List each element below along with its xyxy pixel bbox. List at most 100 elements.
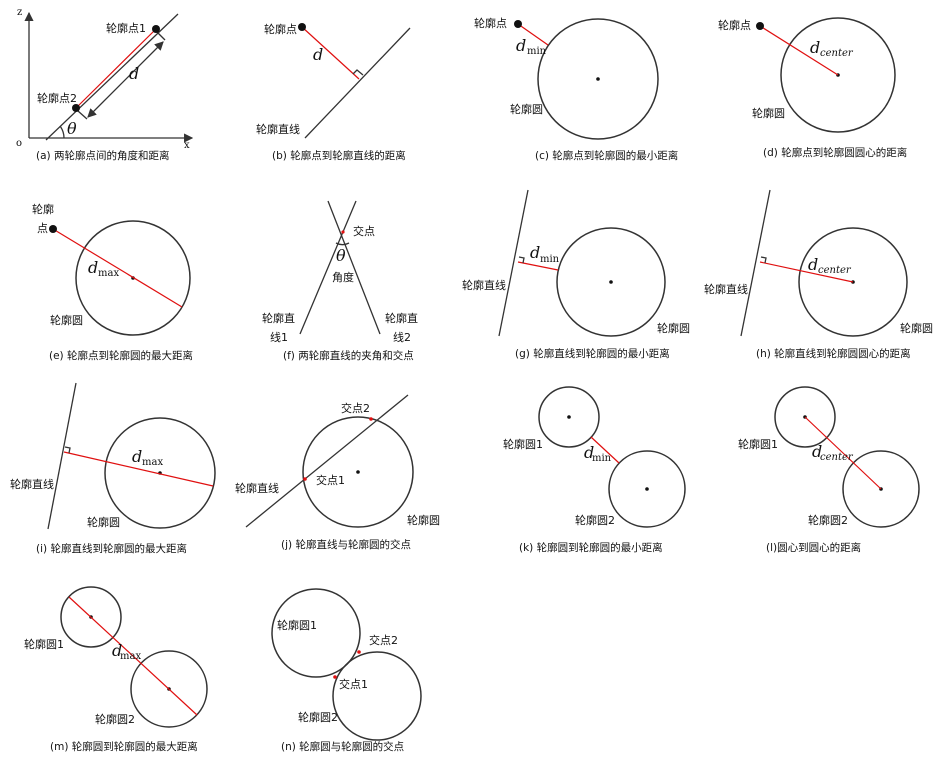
- distance-segment: [301, 26, 360, 80]
- right-angle-mark: [352, 69, 364, 76]
- contour-point: [298, 23, 306, 31]
- caption-i: (i) 轮廓直线到轮廓圆的最大距离: [36, 542, 187, 555]
- line-label: 轮廓直线: [462, 278, 506, 292]
- circle-center: [609, 280, 613, 284]
- angle-symbol: θ: [336, 246, 346, 265]
- contour-circle-2: [130, 650, 208, 728]
- contour-circle: [556, 227, 666, 337]
- circle-label: 轮廓圆: [510, 102, 543, 116]
- contour-circle-2: [608, 450, 686, 528]
- d-subscript: max: [142, 457, 163, 468]
- circle-label: 轮廓圆: [900, 321, 933, 335]
- panel-n: 轮廓圆1 轮廓圆2 交点1 交点2 (n) 轮廓圆与轮廓圆的交点: [271, 588, 422, 753]
- axis-x-label: x: [184, 140, 190, 151]
- min-distance-segment: [590, 436, 620, 464]
- intersection1-label: 交点1: [339, 677, 368, 691]
- point-label: 轮廓点: [264, 22, 297, 36]
- panel-a: z x o 轮廓点1 轮廓点2 d θ (a) 两轮廓点间的角度和距离: [16, 7, 194, 162]
- panel-d: 轮廓点 轮廓圆 d center (d) 轮廓点到轮廓圆圆心的距离: [718, 17, 907, 159]
- circle1-label: 轮廓圆1: [503, 437, 543, 451]
- d-subscript: min: [540, 254, 560, 265]
- circle2-label: 轮廓圆2: [95, 712, 135, 726]
- d-label: d: [810, 38, 820, 57]
- d-subscript: min: [527, 46, 547, 57]
- contour-point-1: [152, 25, 160, 33]
- distance-label: d: [129, 64, 139, 83]
- min-distance-segment: [517, 23, 549, 46]
- right-angle-mark: [518, 256, 525, 264]
- line-label: 轮廓直线: [256, 122, 300, 136]
- intersection2-label: 交点2: [369, 633, 398, 647]
- caption-j: (j) 轮廓直线与轮廓圆的交点: [281, 538, 411, 551]
- origin-label: o: [16, 138, 22, 149]
- circle-center: [356, 470, 360, 474]
- d-label: d: [808, 255, 818, 274]
- contour-point: [49, 225, 57, 233]
- d-label: d: [584, 443, 594, 462]
- contour-line-1: [299, 200, 357, 335]
- max-distance-segment: [52, 228, 183, 308]
- circle-label: 轮廓圆: [657, 321, 690, 335]
- line-label: 轮廓直线: [235, 481, 279, 495]
- panel-g: 轮廓直线 轮廓圆 d min (g) 轮廓直线到轮廓圆的最小距离: [462, 189, 690, 360]
- contour-line: [47, 382, 77, 530]
- circle1-center: [567, 415, 571, 419]
- contour-circle-1: [538, 386, 600, 448]
- d-subscript: center: [820, 452, 854, 463]
- contour-circle-1: [60, 586, 122, 648]
- d-label: d: [88, 258, 98, 277]
- point-label-line2: 点: [37, 222, 48, 235]
- dim-tick: [156, 31, 166, 41]
- min-distance-segment: [517, 261, 559, 271]
- angle-label: 角度: [332, 270, 354, 284]
- point-label-line1: 轮廓: [32, 202, 54, 216]
- panel-e: 轮廓 点 轮廓圆 d max (e) 轮廓点到轮廓圆的最大距离: [32, 202, 193, 362]
- circle1-label: 轮廓圆1: [738, 437, 778, 451]
- d-label: d: [530, 243, 540, 262]
- distance-segment: [75, 28, 157, 109]
- caption-n: (n) 轮廓圆与轮廓圆的交点: [281, 740, 404, 753]
- caption-g: (g) 轮廓直线到轮廓圆的最小距离: [515, 347, 670, 360]
- contour-circle: [104, 417, 216, 529]
- dim-tick: [77, 110, 88, 120]
- intersection-point-1: [333, 675, 337, 679]
- contour-circle: [302, 416, 414, 528]
- intersection-point-1: [303, 477, 307, 481]
- point1-label: 轮廓点1: [106, 21, 146, 35]
- line-label: 轮廓直线: [704, 282, 748, 296]
- intersection2-label: 交点2: [341, 401, 370, 415]
- angle-label: θ: [67, 119, 77, 138]
- panel-m: 轮廓圆1 轮廓圆2 d max (m) 轮廓圆到轮廓圆的最大距离: [24, 586, 208, 753]
- panel-k: 轮廓圆1 轮廓圆2 d min (k) 轮廓圆到轮廓圆的最小距离: [503, 386, 686, 554]
- caption-l: (l)圆心到圆心的距离: [766, 541, 861, 554]
- center-distance-segment: [759, 25, 839, 76]
- intersection-point-2: [357, 650, 361, 654]
- line1-label-b: 线1: [270, 330, 288, 344]
- intersection-label: 交点: [353, 224, 375, 238]
- angle-arc: [335, 242, 350, 246]
- caption-e: (e) 轮廓点到轮廓圆的最大距离: [49, 349, 193, 362]
- contour-point: [756, 22, 764, 30]
- right-angle-mark: [64, 446, 71, 454]
- panel-l: 轮廓圆1 轮廓圆2 d center (l)圆心到圆心的距离: [738, 386, 920, 554]
- d-subscript: max: [120, 651, 141, 662]
- circle2-label: 轮廓圆2: [298, 710, 338, 724]
- intersection1-label: 交点1: [316, 473, 345, 487]
- circle-label: 轮廓圆: [50, 313, 83, 327]
- d-subscript: max: [98, 268, 119, 279]
- contour-line: [740, 189, 771, 337]
- line1-label-a: 轮廓直: [262, 311, 295, 325]
- dimension-arrow: [87, 41, 164, 118]
- d-subscript: center: [818, 265, 852, 276]
- contour-circle-1: [271, 588, 361, 678]
- d-label: d: [812, 442, 822, 461]
- line2-label-a: 轮廓直: [385, 311, 418, 325]
- line-label: 轮廓直线: [10, 477, 54, 491]
- right-angle-mark: [760, 256, 767, 264]
- panel-j: 轮廓直线 轮廓圆 交点1 交点2 (j) 轮廓直线与轮廓圆的交点: [235, 394, 440, 551]
- contour-circle: [798, 227, 908, 337]
- max-distance-segment: [63, 451, 214, 487]
- axis-z-label: z: [17, 7, 22, 18]
- caption-a: (a) 两轮廓点间的角度和距离: [36, 149, 169, 162]
